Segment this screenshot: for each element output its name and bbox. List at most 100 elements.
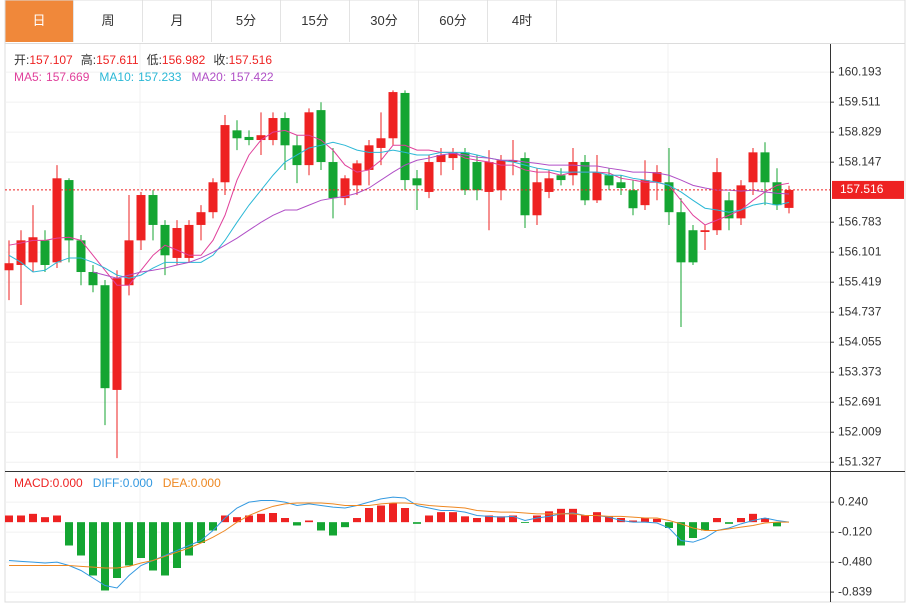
macd-bar [485, 515, 493, 523]
candle-body [40, 240, 50, 265]
macd-bar [281, 518, 289, 523]
macd-bar [425, 515, 433, 523]
period-tab[interactable]: 周 [74, 0, 143, 42]
last-price-label: 157.516 [840, 182, 884, 196]
macd-bar [749, 513, 757, 523]
period-tab[interactable]: 日 [5, 0, 74, 42]
ma-line [8, 141, 790, 279]
frame [4, 0, 906, 603]
macd-bar [185, 522, 193, 556]
legend-value: 157.422 [230, 70, 274, 84]
candle-body [88, 272, 98, 286]
candle-body [760, 152, 770, 183]
candle-body [172, 228, 182, 258]
candle-body [748, 152, 758, 183]
macd-bar [773, 522, 781, 527]
period-tab[interactable]: 月 [143, 0, 212, 42]
y-tick-label: -0.120 [838, 524, 872, 538]
legend-name: MA20: [191, 70, 226, 84]
y-tick-label: 156.783 [838, 214, 882, 228]
candle-body [652, 172, 662, 183]
y-tick-label: -0.480 [838, 554, 872, 568]
candle-body [700, 230, 710, 232]
candle-body [328, 162, 338, 199]
macd-bar [161, 522, 169, 576]
ohlc-value: 157.107 [29, 53, 73, 67]
y-tick-label: 152.691 [838, 394, 882, 408]
y-tick-label: 151.327 [838, 454, 882, 468]
macd-bar [593, 512, 601, 523]
y-tick-label: 155.419 [838, 274, 882, 288]
macd-bar [353, 518, 361, 523]
macd-bar [53, 515, 61, 523]
macd-bar [509, 515, 517, 523]
candle-body [256, 135, 266, 141]
macd-bar [437, 512, 445, 523]
macd-bar [5, 515, 13, 523]
legend-name: MA10: [99, 70, 134, 84]
ohlc-value: 156.982 [162, 53, 206, 67]
candle-body [460, 152, 470, 191]
macd-bar [449, 512, 457, 523]
macd-bar [245, 515, 253, 523]
macd-bar [653, 518, 661, 523]
period-tab[interactable]: 60分 [419, 0, 488, 42]
y-tick-label: 158.829 [838, 124, 882, 138]
period-tab[interactable]: 15分 [281, 0, 350, 42]
candle-body [676, 212, 686, 263]
candle-body [316, 110, 326, 163]
y-tick-label: 159.511 [838, 94, 881, 108]
ma-legend: MA5: 157.669 MA10: 157.233 MA20: 157.422 [14, 70, 274, 84]
candle-body [160, 224, 170, 256]
candle-body [736, 185, 746, 219]
macd-bar [65, 522, 73, 546]
candle-body [244, 136, 254, 141]
candle-body [28, 237, 38, 263]
legend-name: DEA: [163, 476, 191, 490]
macd-bar [461, 516, 469, 523]
candle-body [592, 172, 602, 201]
candle-body [688, 230, 698, 263]
macd-bar [113, 522, 121, 578]
candle-body [424, 162, 434, 192]
y-tick-label: 153.373 [838, 364, 882, 378]
candle-body [604, 175, 614, 186]
candle-body [448, 152, 458, 159]
macd-bar [701, 522, 709, 531]
legend-name: MACD: [14, 476, 53, 490]
candle-body [376, 138, 386, 148]
candle-body [16, 240, 26, 265]
macd-bar [149, 522, 157, 571]
candle-body [412, 178, 422, 186]
macd-bar [317, 522, 325, 531]
ohlc-label: 开: [14, 53, 29, 67]
candle-body [712, 172, 722, 231]
legend-value: 0.000 [53, 476, 83, 490]
y-tick-label: 156.101 [838, 244, 882, 258]
macd-line [9, 502, 789, 569]
candle-body [352, 163, 362, 186]
y-tick-label: 0.240 [838, 494, 868, 508]
period-tab[interactable]: 30分 [350, 0, 419, 42]
candle-body [112, 278, 122, 390]
period-tab[interactable]: 5分 [212, 0, 281, 42]
macd-bar [269, 513, 277, 523]
candle-body [640, 180, 650, 206]
candle-body [628, 190, 638, 209]
y-tick-label: -0.839 [838, 584, 872, 598]
candle-body [472, 162, 482, 191]
macd-bar [233, 517, 241, 523]
last-price-box [832, 180, 904, 199]
candle-body [100, 285, 110, 389]
candle-body [532, 182, 542, 216]
period-tab[interactable]: 4时 [488, 0, 557, 42]
candle-body [340, 178, 350, 199]
candle-body [184, 224, 194, 258]
ohlc-label: 收: [213, 53, 228, 67]
macd-bar [473, 518, 481, 523]
macd-bar [197, 522, 205, 543]
macd-bar [557, 508, 565, 523]
candle-body [784, 189, 794, 208]
ohlc-value: 157.516 [229, 53, 273, 67]
